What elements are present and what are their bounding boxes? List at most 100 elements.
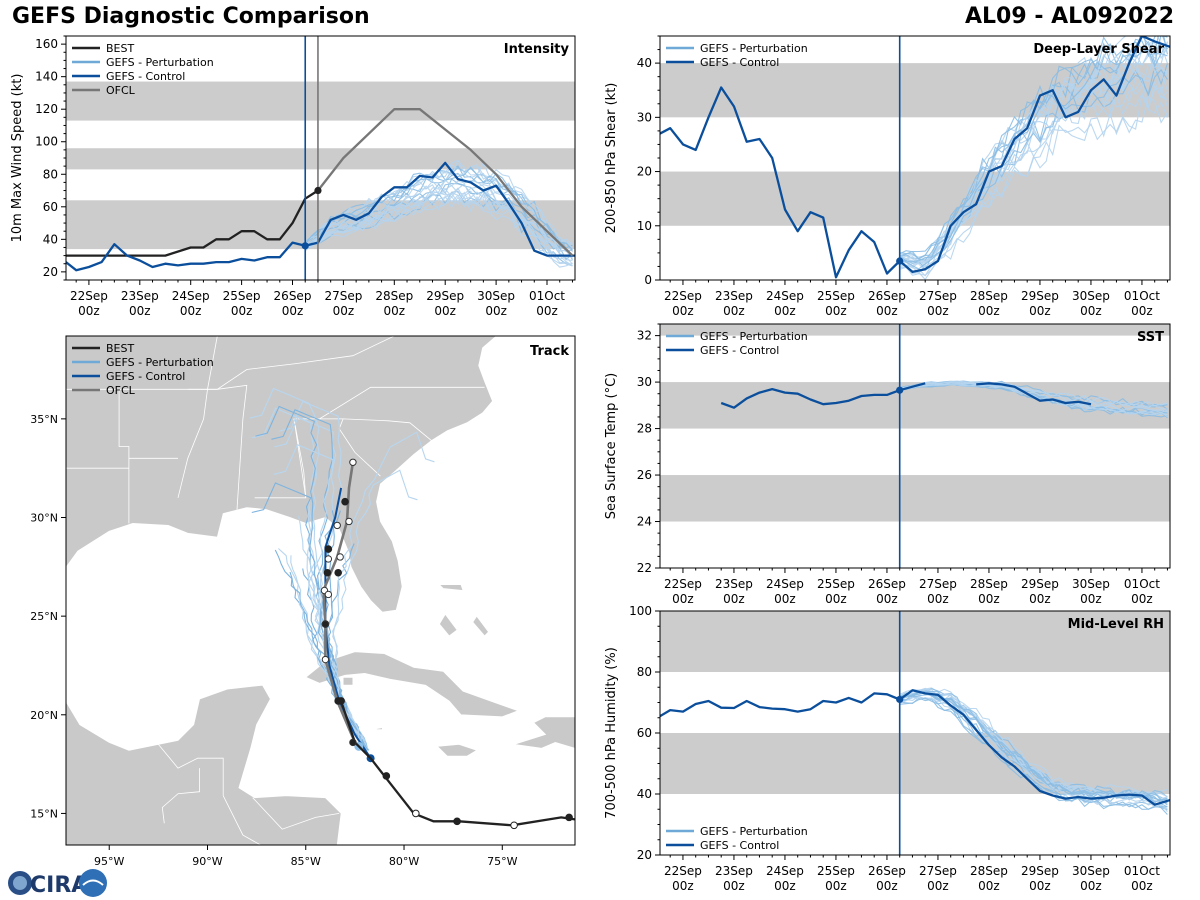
figure-title: GEFS Diagnostic Comparison	[12, 4, 370, 29]
sst-threshold-band-2	[660, 324, 1170, 336]
shear-ytick-label: 10	[637, 219, 652, 233]
intensity-ylabel: 10m Max Wind Speed (kt)	[10, 74, 25, 243]
intensity-xtick-hour: 00z	[434, 304, 456, 318]
shear-perturbation-member	[899, 48, 1168, 263]
track-best-marker	[323, 568, 332, 577]
rh-ytick-label: 60	[637, 726, 652, 740]
track-best-marker	[453, 817, 461, 826]
sst-xtick-hour: 00z	[825, 592, 847, 606]
track-ytick-label: 30°N	[30, 512, 58, 525]
shear-xtick-hour: 00z	[723, 304, 745, 318]
rh-xtick-hour: 00z	[672, 879, 694, 893]
intensity-xtick-hour: 00z	[180, 304, 202, 318]
intensity-xtick-date: 24Sep	[172, 289, 210, 303]
rh-xtick-hour: 00z	[723, 879, 745, 893]
rh-xtick-hour: 00z	[978, 879, 1000, 893]
chart-rh: 2040608010022Sep00z23Sep00z24Sep00z25Sep…	[604, 604, 1171, 893]
rh-xtick-hour: 00z	[825, 879, 847, 893]
shear-xtick-hour: 00z	[978, 304, 1000, 318]
intensity-perturbation-member	[304, 159, 573, 249]
sst-xtick-date: 30Sep	[1072, 577, 1110, 591]
intensity-xtick-date: 27Sep	[324, 289, 362, 303]
boundary-line	[158, 744, 224, 796]
rh-ylabel: 700-500 hPa Humidity (%)	[604, 647, 619, 819]
sst-xtick-hour: 00z	[978, 592, 1000, 606]
shear-xtick-date: 23Sep	[715, 289, 753, 303]
intensity-perturbation-member	[304, 172, 573, 253]
intensity-xtick-hour: 00z	[129, 304, 151, 318]
shear-ytick-label: 40	[637, 56, 652, 70]
shear-perturbation-member	[899, 36, 1168, 261]
sst-ylabel: Sea Surface Temp (°C)	[604, 373, 619, 520]
shear-xtick-hour: 00z	[1080, 304, 1102, 318]
shear-threshold-band-0	[660, 171, 1170, 226]
intensity-marker	[301, 242, 309, 250]
intensity-marker	[314, 186, 322, 195]
chart-shear: 01020304022Sep00z23Sep00z24Sep00z25Sep00…	[604, 35, 1171, 318]
shear-perturbation-member	[899, 48, 1168, 264]
intensity-xtick-date: 22Sep	[70, 289, 108, 303]
rh-threshold-band-0	[660, 733, 1170, 794]
shear-xtick-date: 26Sep	[868, 289, 906, 303]
track-map-area	[66, 336, 575, 845]
intensity-perturbation-member	[304, 179, 573, 258]
land-cuba	[305, 651, 520, 718]
shear-xtick-date: 25Sep	[817, 289, 855, 303]
land-north-america	[66, 336, 342, 845]
intensity-perturbation-member	[304, 182, 573, 260]
track-xtick-label: 75°W	[487, 855, 517, 868]
sst-ytick-label: 26	[637, 468, 652, 482]
intensity-ytick-label: 20	[43, 265, 58, 279]
sst-xtick-date: 26Sep	[868, 577, 906, 591]
sst-ytick-label: 30	[637, 375, 652, 389]
rh-perturbation-member	[899, 697, 1168, 810]
intensity-threshold-band-0	[66, 200, 575, 250]
land-cayman	[376, 727, 383, 730]
rh-xtick-hour: 00z	[876, 879, 898, 893]
track-best-marker	[324, 545, 333, 553]
track-ytick-label: 20°N	[30, 709, 58, 722]
intensity-xtick-hour: 00z	[333, 304, 355, 318]
intensity-ytick-label: 160	[35, 37, 58, 51]
track-ofcl-marker	[324, 555, 333, 563]
intensity-ytick-label: 80	[43, 167, 58, 181]
track-ofcl-marker	[324, 590, 333, 599]
track-legend-label: GEFS - Control	[106, 370, 185, 383]
track-best-marker	[334, 568, 342, 577]
rh-xtick-date: 27Sep	[919, 864, 957, 878]
track-ofcl-marker	[336, 553, 344, 561]
shear-xtick-date: 30Sep	[1072, 289, 1110, 303]
rh-threshold-band-1	[660, 611, 1170, 672]
shear-xtick-date: 28Sep	[970, 289, 1008, 303]
boundary-line	[293, 386, 485, 498]
rh-legend-label: GEFS - Perturbation	[700, 825, 808, 838]
rh-legend-label: GEFS - Control	[700, 839, 779, 852]
cira-logo-badge-icon	[79, 869, 107, 897]
cira-logo-text: CIRA	[30, 873, 88, 898]
sst-plot-area	[660, 324, 1170, 522]
track-perturbation-member	[290, 555, 365, 751]
intensity-ytick-label: 140	[35, 70, 58, 84]
sst-xtick-date: 29Sep	[1021, 577, 1059, 591]
rh-xtick-date: 23Sep	[715, 864, 753, 878]
track-ofcl-marker	[349, 458, 357, 466]
intensity-xtick-date: 29Sep	[426, 289, 464, 303]
intensity-legend-label: OFCL	[106, 84, 136, 97]
shear-legend-label: GEFS - Perturbation	[700, 42, 808, 55]
shear-xtick-date: 27Sep	[919, 289, 957, 303]
track-ytick-label: 15°N	[30, 807, 58, 820]
shear-perturbation-member	[899, 95, 1168, 280]
track-best-marker	[341, 497, 349, 506]
sst-legend-label: GEFS - Perturbation	[700, 330, 808, 343]
shear-xtick-hour: 00z	[1029, 304, 1051, 318]
intensity-xtick-date: 30Sep	[477, 289, 515, 303]
shear-ytick-label: 20	[637, 165, 652, 179]
intensity-xtick-date: 23Sep	[121, 289, 159, 303]
intensity-xtick-date: 28Sep	[375, 289, 413, 303]
sst-legend-label: GEFS - Control	[700, 344, 779, 357]
rh-xtick-date: 22Sep	[664, 864, 702, 878]
rh-xtick-hour: 00z	[1131, 879, 1153, 893]
boundary-line	[252, 797, 340, 830]
sst-frame	[659, 323, 1171, 569]
track-ofcl-marker	[345, 517, 353, 526]
